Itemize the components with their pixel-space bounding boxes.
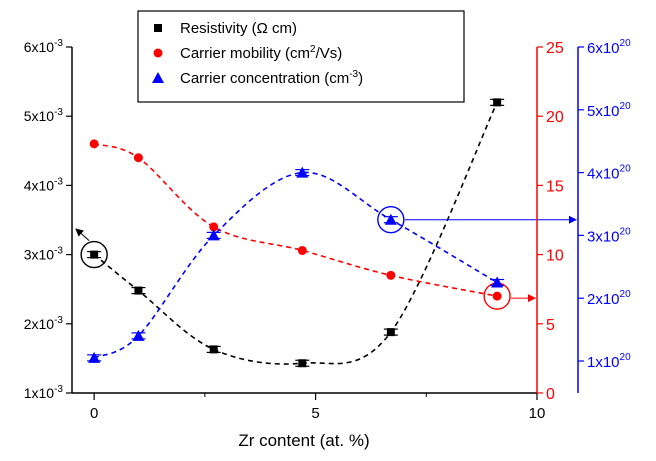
mid-tick-label: 10 bbox=[546, 248, 564, 265]
resistivity-point bbox=[90, 250, 99, 259]
mid-tick-label: 20 bbox=[546, 109, 564, 126]
x-tick-label: 10 bbox=[529, 405, 546, 422]
left-tick-label: 4x10-3 bbox=[24, 176, 64, 193]
legend-marker bbox=[154, 24, 162, 32]
concentration-point bbox=[491, 276, 504, 288]
resistivity-point bbox=[386, 328, 395, 337]
x-tick-label: 5 bbox=[311, 405, 319, 422]
right-tick-label: 6x1020 bbox=[587, 38, 631, 57]
legend-marker bbox=[153, 48, 163, 58]
right-tick-label: 1x1020 bbox=[587, 352, 631, 371]
resistivity-point bbox=[298, 359, 307, 368]
mid-tick-label: 25 bbox=[546, 40, 564, 57]
concentration-point bbox=[88, 351, 101, 363]
left-tick-label: 6x10-3 bbox=[24, 38, 64, 55]
mid-tick-label: 5 bbox=[546, 317, 555, 334]
concentration-point bbox=[132, 329, 145, 341]
callout-annotations bbox=[75, 205, 577, 310]
mobility-point bbox=[133, 153, 143, 163]
legend-marker bbox=[152, 72, 164, 83]
mobility-point bbox=[386, 270, 396, 280]
mobility-point bbox=[89, 139, 99, 149]
mobility-point bbox=[209, 222, 219, 232]
trend-line bbox=[93, 171, 498, 359]
trend-lines bbox=[93, 102, 498, 365]
left-tick-label: 5x10-3 bbox=[24, 107, 64, 124]
legend: Resistivity (Ω cm) Carrier mobility (cm2/… bbox=[137, 10, 465, 103]
left-tick-label: 1x10-3 bbox=[24, 384, 64, 401]
mobility-point bbox=[297, 245, 307, 255]
resistivity-point bbox=[209, 345, 218, 354]
data-markers bbox=[87, 98, 505, 368]
concentration-point bbox=[296, 166, 309, 178]
tick-marks-and-labels: 0 5 10 1x10-3 2x10-3 3x10-3 4x10-3 5x10-3 6x10-3… bbox=[24, 38, 631, 422]
right-tick-label: 4x1020 bbox=[587, 164, 631, 183]
legend-label: Carrier mobility (cm2/Vs) bbox=[180, 44, 342, 62]
legend-label: Carrier concentration (cm-3) bbox=[180, 69, 363, 87]
axes bbox=[71, 47, 579, 394]
right-tick-label: 5x1020 bbox=[587, 101, 631, 120]
concentration-point bbox=[384, 213, 397, 225]
concentration-callout-circle bbox=[377, 205, 405, 234]
x-tick-label: 0 bbox=[90, 405, 98, 422]
left-tick-label: 2x10-3 bbox=[24, 315, 64, 332]
trend-line bbox=[93, 102, 498, 365]
resistivity-point bbox=[493, 98, 502, 107]
resistivity-point bbox=[134, 286, 143, 295]
legend-box bbox=[137, 10, 465, 103]
right-tick-label: 3x1020 bbox=[587, 226, 631, 245]
x-axis-title: Zr content (at. %) bbox=[238, 431, 369, 450]
left-tick-label: 3x10-3 bbox=[24, 246, 64, 263]
mid-tick-label: 15 bbox=[546, 178, 564, 195]
concentration-point bbox=[207, 229, 220, 241]
right-tick-label: 2x1020 bbox=[587, 289, 631, 308]
resistivity-callout-circle bbox=[80, 240, 108, 269]
mid-tick-label: 0 bbox=[546, 386, 555, 403]
resistivity-callout-arrow bbox=[75, 228, 90, 241]
legend-label: Resistivity (Ω cm) bbox=[180, 20, 297, 37]
mobility-point bbox=[492, 291, 502, 301]
